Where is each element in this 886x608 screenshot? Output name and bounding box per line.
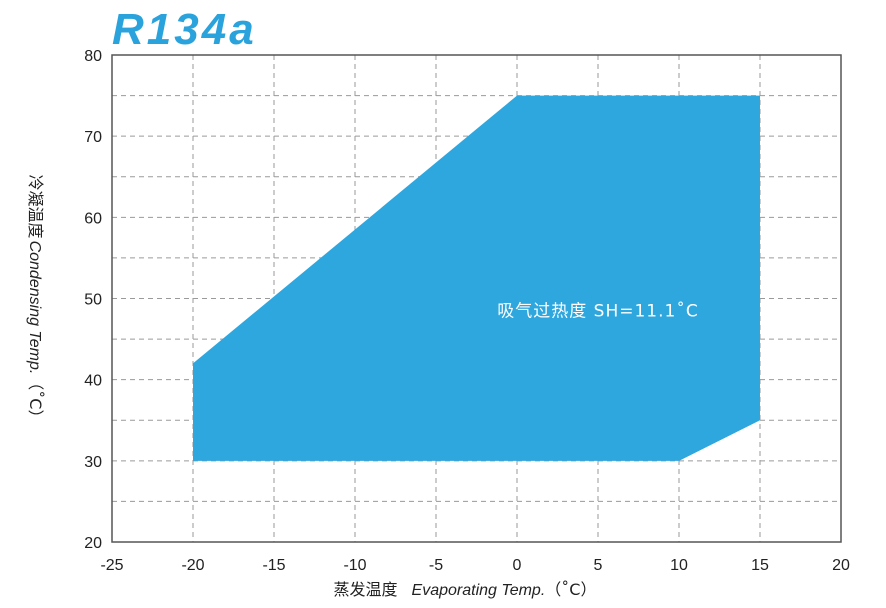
x-tick-label: 20 bbox=[832, 557, 850, 574]
y-tick-label: 70 bbox=[84, 129, 102, 146]
x-axis-label-cn: 蒸发温度 bbox=[334, 580, 398, 599]
x-tick-label: 15 bbox=[751, 557, 769, 574]
x-tick-label: -20 bbox=[181, 557, 204, 574]
x-tick-label: -5 bbox=[429, 557, 443, 574]
plot-frame bbox=[111, 54, 842, 543]
operating-envelope bbox=[193, 95, 760, 461]
y-tick-label: 60 bbox=[84, 210, 102, 227]
y-tick-label: 80 bbox=[84, 48, 102, 65]
x-tick-label: -15 bbox=[262, 557, 285, 574]
x-tick-label: 10 bbox=[670, 557, 688, 574]
x-axis-label: 蒸发温度 Evaporating Temp.（˚C） bbox=[334, 580, 597, 599]
y-axis-label: 冷凝温度 Condensing Temp.（˚C） bbox=[26, 175, 45, 426]
x-axis-label-unit: （˚C） bbox=[545, 580, 596, 599]
y-tick-label: 40 bbox=[84, 373, 102, 390]
y-tick-label: 50 bbox=[84, 292, 102, 309]
chart-title: R134a bbox=[112, 5, 257, 54]
y-axis-label-cn: 冷凝温度 bbox=[26, 175, 45, 239]
x-tick-label: 0 bbox=[513, 557, 522, 574]
superheat-annotation: 吸气过热度 SH=11.1˚C bbox=[497, 301, 698, 322]
y-tick-label: 20 bbox=[84, 535, 102, 552]
y-tick-label: 30 bbox=[84, 454, 102, 471]
x-tick-label: -10 bbox=[343, 557, 366, 574]
x-tick-label: 5 bbox=[594, 557, 603, 574]
envelope-layer bbox=[193, 95, 760, 461]
x-axis-label-en: Evaporating Temp. bbox=[412, 582, 546, 599]
y-axis-label-unit: （˚C） bbox=[26, 374, 45, 425]
y-axis-label-en: Condensing Temp. bbox=[26, 241, 43, 375]
x-tick-label: -25 bbox=[100, 557, 123, 574]
tick-labels: -25 -20 -15 -10 -5 0 5 10 15 20 20 30 40 50 60 70 80 bbox=[84, 48, 850, 574]
